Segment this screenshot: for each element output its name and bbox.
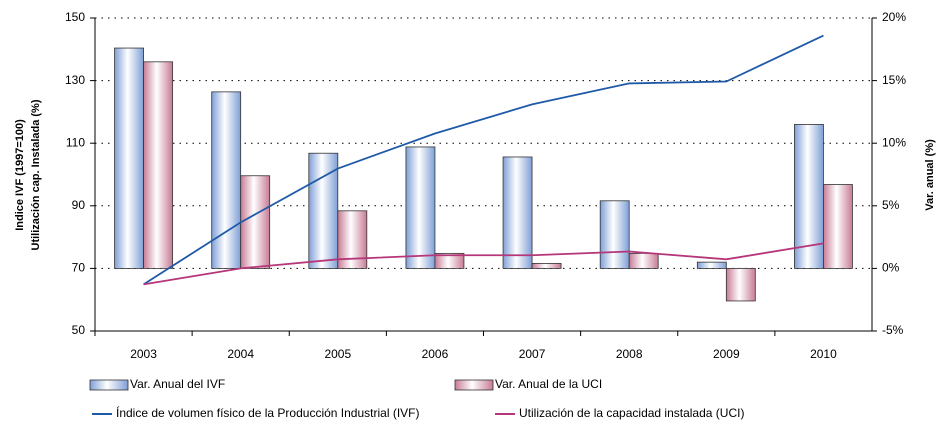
bar [599,200,630,269]
bar [405,146,436,269]
y2-tick-label: 5% [882,198,900,212]
x-tick-label: 2008 [616,347,643,361]
y2-axis-title: Var. anual (%) [924,139,936,211]
legend-label: Var. Anual del IVF [130,377,225,391]
y2-tick-label: 20% [882,10,906,24]
bar [434,252,465,269]
legend-label: Utilización de la capacidad instalada (U… [519,406,744,420]
bar [114,47,144,269]
bar [143,61,173,269]
bar [531,262,562,269]
y-tick-label: 50 [72,323,86,337]
bar [696,261,727,269]
bar [308,152,339,269]
x-tick-label: 2004 [227,347,254,361]
y-tick-label: 90 [72,198,86,212]
x-tick-label: 2009 [713,347,740,361]
bar [240,175,271,269]
y-tick-label: 70 [72,261,86,275]
y-axis-title: Indice IVF (1997=100) [14,119,26,231]
line [143,34,824,286]
x-tick-label: 2010 [810,347,837,361]
y2-tick-label: 0% [882,261,900,275]
x-tick-label: 2003 [130,347,157,361]
y2-tick-label: 10% [882,135,906,149]
legend-swatch [454,379,494,391]
legend-label: Var. Anual de la UCI [495,377,602,391]
legend-swatch [89,379,129,391]
y2-tick-label: 15% [882,73,906,87]
bar [502,156,533,269]
y-axis-title: Utilización cap. Instalada (%) [30,99,42,250]
bar [725,267,756,302]
legend-label: Índice de volumen físico de la Producció… [116,405,419,420]
x-tick-label: 2007 [519,347,546,361]
bar [628,252,659,269]
x-tick-label: 2005 [324,347,351,361]
y-tick-label: 110 [66,135,85,149]
x-tick-label: 2006 [422,347,449,361]
bar [823,184,853,269]
bar [211,91,242,269]
line [143,242,824,286]
y2-tick-label: -5% [882,323,904,337]
y-tick-label: 130 [65,73,85,87]
y-tick-label: 150 [65,10,85,24]
